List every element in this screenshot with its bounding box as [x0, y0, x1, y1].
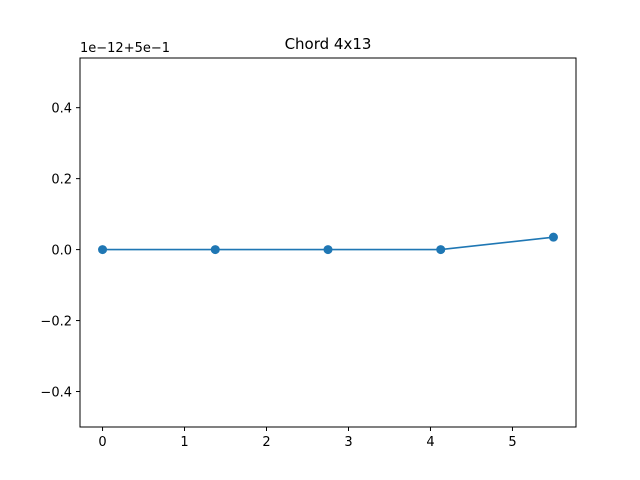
- y-tick-label: 0.2: [51, 173, 72, 188]
- x-tick-label: 2: [262, 435, 270, 450]
- data-point: [210, 245, 220, 255]
- x-tick-label: 4: [426, 435, 434, 450]
- x-tick-label: 1: [180, 435, 188, 450]
- data-point: [98, 245, 108, 255]
- y-axis-offset-label: 1e−12+5e−1: [80, 41, 170, 56]
- data-point: [548, 232, 558, 242]
- axes-frame: [79, 57, 577, 428]
- y-tick-label: 0.4: [51, 102, 72, 117]
- x-tick-label: 3: [344, 435, 352, 450]
- x-tick-label: 0: [98, 435, 106, 450]
- plot-area: 0 1 2 3 4 5 −0.4 −0.2 0.0 0.2 0.4: [40, 57, 577, 450]
- y-tick-label: −0.4: [40, 386, 72, 401]
- x-tick-label: 5: [508, 435, 516, 450]
- y-tick-label: −0.2: [40, 315, 72, 330]
- y-tick-label: 0.0: [51, 244, 72, 259]
- chart-title: Chord 4x13: [285, 35, 372, 53]
- data-point: [436, 245, 446, 255]
- data-point: [323, 245, 333, 255]
